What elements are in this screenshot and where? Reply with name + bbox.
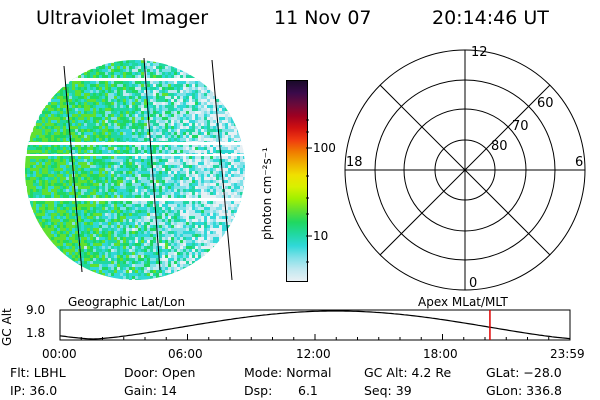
polar-grid [344,49,586,291]
timeline-tick-0000: 00:00 [42,347,77,361]
gain-readout: Gain: 14 [124,383,177,398]
timeline-tick-0600: 06:00 [168,347,203,361]
uv-earth-image [25,57,245,281]
dsp-value: 6.1 [298,383,318,398]
gc-alt-readout: GC Alt: 4.2 Re [364,365,452,380]
instrument-title: Ultraviolet Imager [36,7,209,29]
image-date: 11 Nov 07 [274,7,372,29]
polar-ring-80: 80 [491,139,508,154]
timeline-tick-1800: 18:00 [423,347,458,361]
door-readout: Door: Open [124,365,196,380]
timeline-y-top: 9.0 [26,303,46,317]
mode-readout: Mode: Normal [244,365,332,380]
polar-label-6: 6 [575,155,584,170]
timeline-y-bottom: 1.8 [26,326,46,340]
color-tick-10: 10 [313,229,329,243]
altitude-timeline [59,309,571,341]
timeline-right-title: Apex MLat/MLT [418,295,508,309]
polar-ring-60: 60 [537,96,554,111]
glon-readout: GLon: 336.8 [486,383,562,398]
ip-readout: IP: 36.0 [10,383,58,398]
color-scale-bar [286,80,308,282]
filter-readout: Flt: LBHL [10,365,66,380]
color-scale-ticks [306,119,312,263]
timeline-left-title: Geographic Lat/Lon [68,295,186,309]
seq-readout: Seq: 39 [364,383,412,398]
glat-readout: GLat: −28.0 [486,365,562,380]
image-time: 20:14:46 UT [432,7,549,29]
polar-ring-70: 70 [512,119,529,134]
polar-label-18: 18 [346,155,363,170]
color-tick-100: 100 [313,141,336,155]
polar-label-12: 12 [471,45,488,60]
timeline-tick-1200: 12:00 [296,347,331,361]
dsp-label: Dsp: [244,383,273,398]
timeline-tick-2359: 23:59 [550,347,585,361]
polar-label-0: 0 [469,276,478,291]
